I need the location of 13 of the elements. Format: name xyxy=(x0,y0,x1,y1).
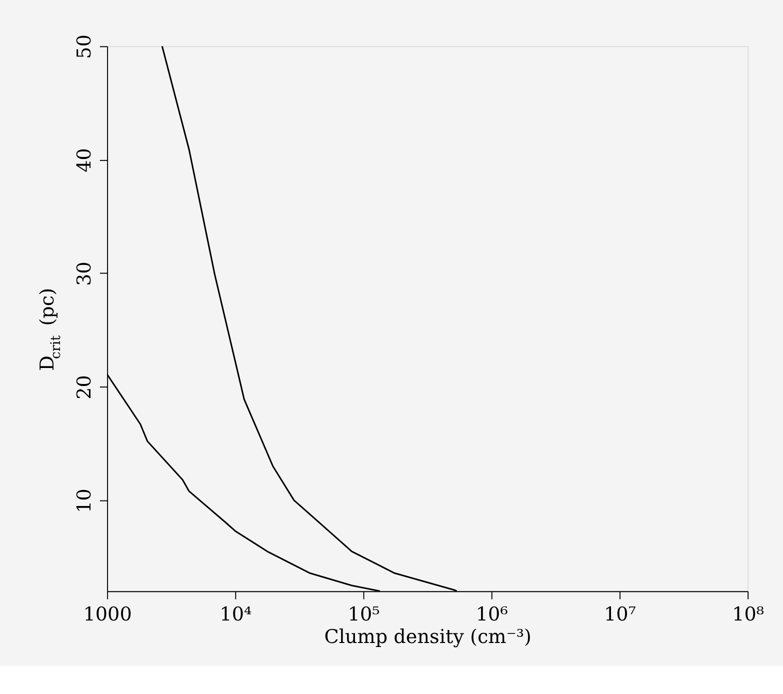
y-tick-label: 20 xyxy=(72,375,96,400)
y-tick-label: 50 xyxy=(72,34,96,59)
x-tick-label: 10⁶ xyxy=(476,602,508,626)
y-tick-label: 40 xyxy=(72,148,96,172)
x-tick-label: 10⁴ xyxy=(220,602,252,626)
x-axis-title: Clump density (cm⁻³) xyxy=(324,625,532,648)
x-tick-label: 10⁵ xyxy=(348,602,380,626)
x-tick-label: 10⁷ xyxy=(604,602,636,626)
x-tick-label: 1000 xyxy=(83,602,132,626)
y-axis-title: Dcrit (pc) xyxy=(36,288,64,371)
y-tick-label: 30 xyxy=(72,262,96,286)
y-tick-label: 10 xyxy=(72,488,96,513)
x-tick-label: 10⁸ xyxy=(732,602,764,626)
